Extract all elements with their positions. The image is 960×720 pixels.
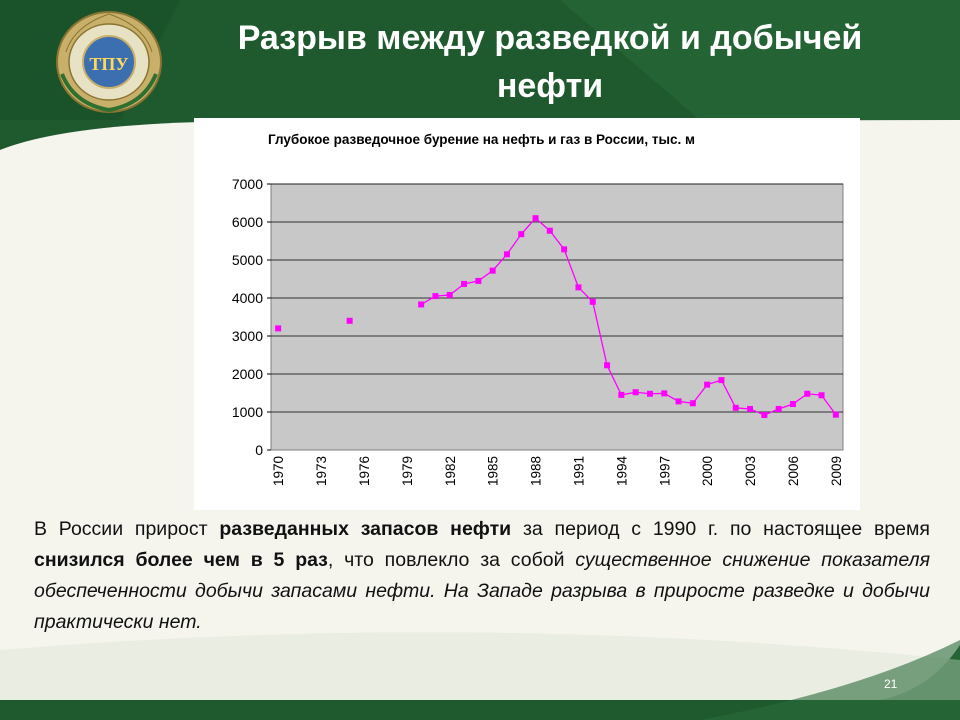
data-point <box>604 362 611 369</box>
y-tick-label: 0 <box>255 442 263 458</box>
data-point <box>618 391 625 398</box>
x-tick-label: 1985 <box>486 456 501 486</box>
university-seal-logo: ТПУ <box>56 11 162 113</box>
data-point <box>561 246 568 253</box>
y-axis-ticks: 0 1000 2000 3000 4000 5000 6000 7000 <box>232 176 271 458</box>
grid-lines <box>271 183 843 413</box>
x-tick-label: 1976 <box>357 456 372 486</box>
data-point <box>503 251 510 258</box>
x-tick-label: 1988 <box>529 456 544 486</box>
data-point <box>575 284 582 291</box>
y-tick-label: 5000 <box>232 252 263 268</box>
series-markers <box>275 215 839 419</box>
data-point <box>461 280 468 287</box>
data-point <box>775 405 782 412</box>
x-tick-label: 1991 <box>571 456 586 486</box>
y-tick-label: 1000 <box>232 404 263 420</box>
y-tick-label: 7000 <box>232 176 263 192</box>
data-point <box>546 227 553 234</box>
data-point <box>632 389 639 396</box>
data-point <box>418 301 425 308</box>
x-tick-label: 2006 <box>786 456 801 486</box>
paragraph-part-5: , что повлекло за собой <box>327 549 576 571</box>
data-point <box>747 405 754 412</box>
x-tick-label: 1982 <box>443 456 458 486</box>
paragraph-part-3: за период с 1990 г. по настоящее время <box>511 518 930 540</box>
data-point <box>689 400 696 407</box>
x-tick-label: 1970 <box>271 456 286 486</box>
data-point <box>475 277 482 284</box>
chart-panel: 0 1000 2000 3000 4000 5000 6000 7000 1970 1973 19… <box>194 118 860 510</box>
data-point <box>818 392 825 399</box>
chart-title: Глубокое разведочное бурение на нефть и … <box>268 132 695 147</box>
data-point <box>432 293 439 300</box>
logo-monogram: ТПУ <box>89 54 128 74</box>
data-point <box>661 390 668 397</box>
y-tick-label: 2000 <box>232 366 263 382</box>
x-tick-label: 2003 <box>743 456 758 486</box>
y-tick-label: 4000 <box>232 290 263 306</box>
data-point <box>446 291 453 298</box>
x-tick-label: 1994 <box>614 456 629 487</box>
data-point <box>346 317 353 324</box>
data-point <box>789 401 796 408</box>
data-point <box>704 381 711 388</box>
data-point <box>761 412 768 419</box>
y-tick-label: 6000 <box>232 214 263 230</box>
body-paragraph: В России прирост разведанных запасов неф… <box>34 514 930 638</box>
x-tick-label: 1973 <box>314 456 329 486</box>
x-tick-label: 1979 <box>400 456 415 486</box>
y-tick-label: 3000 <box>232 328 263 344</box>
paragraph-part-1: В России прирост <box>34 518 220 540</box>
data-point <box>275 325 282 332</box>
x-tick-label: 1997 <box>657 456 672 486</box>
data-point <box>832 411 839 418</box>
plot-area <box>270 183 844 451</box>
x-axis-ticks: 1970 1973 1976 1979 1982 1985 1988 1991 1994 1997… <box>271 456 844 487</box>
paragraph-part-4: снизился более чем в 5 раз <box>34 549 328 571</box>
data-point <box>489 267 496 274</box>
page-number: 21 <box>884 677 898 691</box>
paragraph-part-2: разведанных запасов нефти <box>219 518 512 540</box>
slide-title: Разрыв между разведкой и добычей нефти <box>237 19 863 105</box>
data-point <box>518 231 525 238</box>
data-point <box>732 404 739 411</box>
data-point <box>718 377 725 384</box>
data-point <box>589 298 596 305</box>
x-tick-label: 2009 <box>829 456 844 486</box>
x-tick-label: 2000 <box>700 456 715 486</box>
data-point <box>804 390 811 397</box>
data-point <box>646 390 653 397</box>
paragraph-part-6: существенное снижение показателя обеспеч… <box>34 549 930 633</box>
data-point <box>675 398 682 405</box>
data-point <box>532 215 539 222</box>
